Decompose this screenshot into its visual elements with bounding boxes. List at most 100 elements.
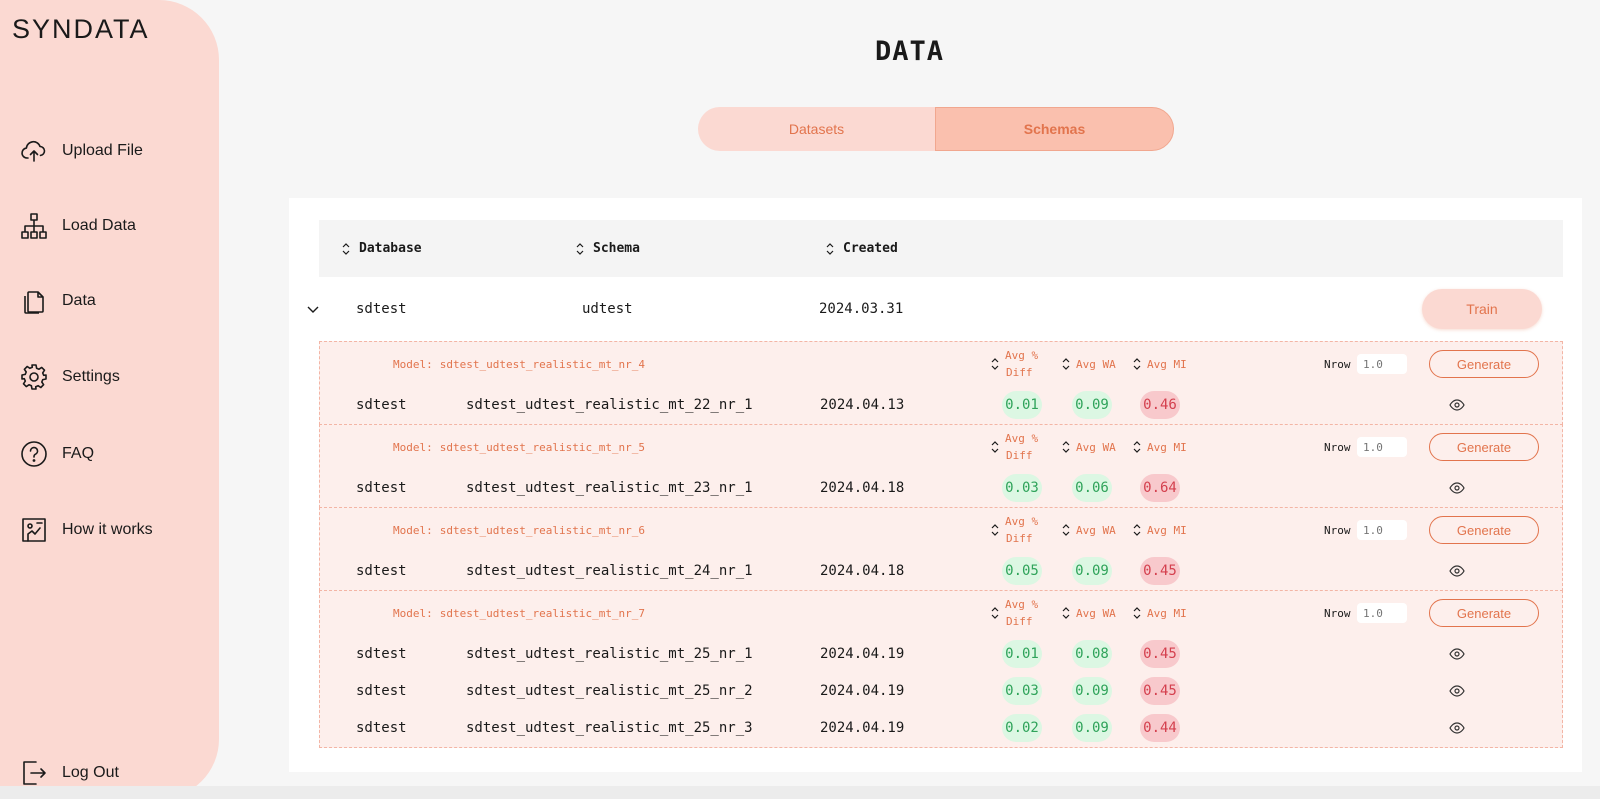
sort-icon [1133,524,1141,536]
eye-icon[interactable] [1449,683,1465,699]
avg-mi-badge: 0.45 [1140,557,1180,585]
avg-wa-badge: 0.09 [1072,714,1112,742]
table-row: sdtest sdtest_udtest_realistic_mt_23_nr_1… [320,469,1562,506]
model-label: Model: sdtest_udtest_realistic_mt_nr_5 [393,440,646,454]
eye-icon[interactable] [1449,480,1465,496]
sort-icon [1133,358,1141,370]
avg-diff-badge: 0.03 [1002,474,1042,502]
row-schema: sdtest_udtest_realistic_mt_22_nr_1 [466,396,753,413]
column-header-avg-diff[interactable]: Avg % Diff [990,346,1038,382]
model-name: sdtest_udtest_realistic_mt_nr_4 [439,357,646,371]
sidebar-item-load-data[interactable]: Load Data [20,212,136,240]
table-row: sdtest sdtest_udtest_realistic_mt_25_nr_2… [320,672,1562,709]
avg-mi-badge: 0.45 [1140,640,1180,668]
nrow-input[interactable] [1357,603,1407,623]
data-tabs: Datasets Schemas [698,107,1174,151]
column-header-avg-mi[interactable]: Avg MI [1132,595,1187,631]
sidebar-item-how-it-works[interactable]: How it works [20,516,153,544]
column-header-database[interactable]: Database [341,220,422,277]
column-header-avg-wa[interactable]: Avg WA [1061,429,1116,465]
sort-icon [576,242,584,255]
sort-icon [1133,441,1141,453]
train-button[interactable]: Train [1422,289,1542,329]
row-schema: sdtest_udtest_realistic_mt_23_nr_1 [466,479,753,496]
row-database: sdtest [356,645,407,662]
sort-icon [991,358,999,370]
column-header-avg-wa[interactable]: Avg WA [1061,346,1116,382]
column-header-avg-mi[interactable]: Avg MI [1132,429,1187,465]
model-label: Model: sdtest_udtest_realistic_mt_nr_7 [393,606,646,620]
row-database: sdtest [356,562,407,579]
row-created: 2024.04.18 [820,479,905,496]
generate-button[interactable]: Generate [1429,599,1539,627]
model-header: Model: sdtest_udtest_realistic_mt_nr_6 Avg… [320,508,1562,552]
schemas-table-card: Database Schema Created sdtest udtest 20… [289,198,1582,772]
generate-button[interactable]: Generate [1429,350,1539,378]
eye-icon[interactable] [1449,397,1465,413]
avg-wa-badge: 0.06 [1072,474,1112,502]
nrow-label: Nrow [1324,523,1351,537]
sort-icon [991,607,999,619]
column-header-avg-wa[interactable]: Avg WA [1061,512,1116,548]
eye-icon[interactable] [1449,720,1465,736]
sidebar-item-upload-file[interactable]: Upload File [20,137,143,165]
column-header-avg-diff[interactable]: Avg % Diff [990,512,1038,548]
tab-schemas[interactable]: Schemas [935,107,1174,151]
column-header-created[interactable]: Created [825,220,898,277]
generate-button[interactable]: Generate [1429,433,1539,461]
model-name: sdtest_udtest_realistic_mt_nr_6 [439,523,646,537]
presentation-icon [20,516,48,544]
nrow-input[interactable] [1357,520,1407,540]
column-header-avg-mi[interactable]: Avg MI [1132,512,1187,548]
nrow-input[interactable] [1357,354,1407,374]
model-group: Model: sdtest_udtest_realistic_mt_nr_6 Avg… [319,507,1563,591]
sidebar: SYNDATA Upload File Load Data [0,0,219,799]
row-database: sdtest [356,479,407,496]
sort-icon [342,242,350,255]
model-label: Model: sdtest_udtest_realistic_mt_nr_4 [393,357,646,371]
chevron-down-icon[interactable] [305,301,321,317]
row-database: sdtest [356,396,407,413]
row-created: 2024.04.18 [820,562,905,579]
sidebar-item-data[interactable]: Data [20,287,96,315]
gear-icon [20,363,48,391]
logout-button[interactable]: Log Out [20,759,119,787]
sort-icon [826,242,834,255]
row-database: sdtest [356,301,407,317]
sort-icon [1133,607,1141,619]
avg-mi-badge: 0.45 [1140,677,1180,705]
model-header: Model: sdtest_udtest_realistic_mt_nr_7 Avg… [320,591,1562,635]
column-header-avg-wa[interactable]: Avg WA [1061,595,1116,631]
column-header-avg-mi[interactable]: Avg MI [1132,346,1187,382]
sidebar-item-settings[interactable]: Settings [20,363,120,391]
syndata-logo[interactable]: SYNDATA [12,14,150,44]
avg-wa-badge: 0.09 [1072,391,1112,419]
nrow-label: Nrow [1324,357,1351,371]
generate-button[interactable]: Generate [1429,516,1539,544]
model-label: Model: sdtest_udtest_realistic_mt_nr_6 [393,523,646,537]
avg-wa-badge: 0.09 [1072,677,1112,705]
table-header: Database Schema Created [319,220,1563,277]
sidebar-item-label: Upload File [62,142,143,159]
page-title: DATA [874,36,945,67]
avg-diff-badge: 0.03 [1002,677,1042,705]
nrow-label: Nrow [1324,440,1351,454]
row-created: 2024.04.13 [820,396,905,413]
column-header-schema[interactable]: Schema [575,220,640,277]
sidebar-item-faq[interactable]: FAQ [20,440,94,468]
row-created: 2024.04.19 [820,645,905,662]
sort-icon [991,524,999,536]
column-header-avg-diff[interactable]: Avg % Diff [990,595,1038,631]
sidebar-item-label: Load Data [62,217,136,234]
tab-datasets[interactable]: Datasets [698,107,935,151]
sidebar-item-label: How it works [62,521,153,538]
eye-icon[interactable] [1449,563,1465,579]
logout-label: Log Out [62,764,119,781]
hierarchy-icon [20,212,48,240]
sort-icon [1062,607,1070,619]
eye-icon[interactable] [1449,646,1465,662]
column-header-avg-diff[interactable]: Avg % Diff [990,429,1038,465]
logout-icon [20,759,48,787]
nrow-input[interactable] [1357,437,1407,457]
sidebar-item-label: Data [62,292,96,309]
